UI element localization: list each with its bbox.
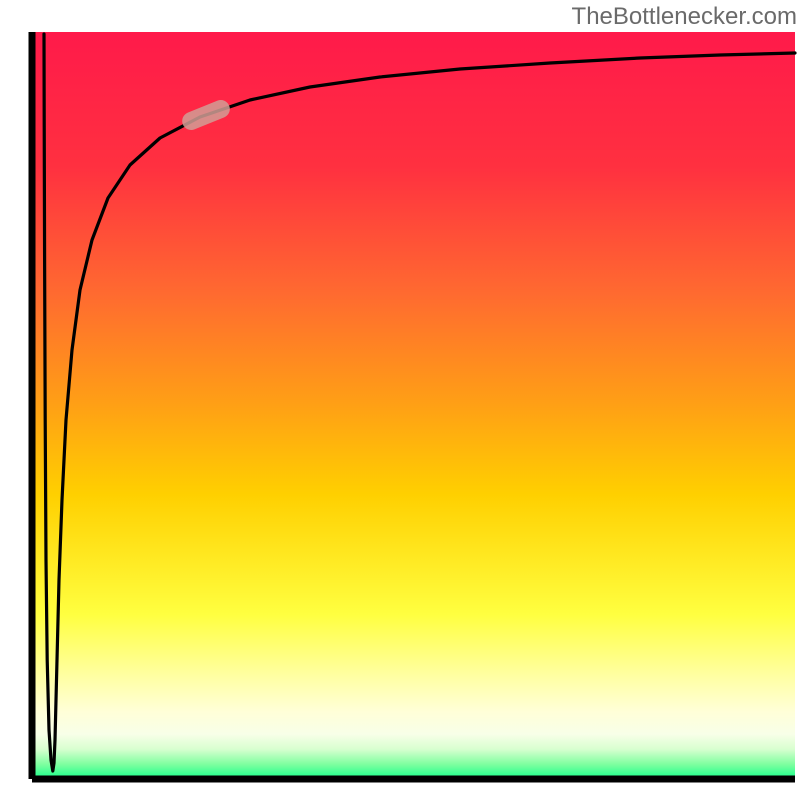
axes (32, 32, 795, 779)
selection-marker (179, 97, 232, 132)
bottleneck-curve (44, 34, 795, 771)
watermark-text: TheBottlenecker.com (572, 3, 797, 31)
chart-container: TheBottlenecker.com (0, 0, 800, 800)
chart-svg (0, 0, 800, 800)
